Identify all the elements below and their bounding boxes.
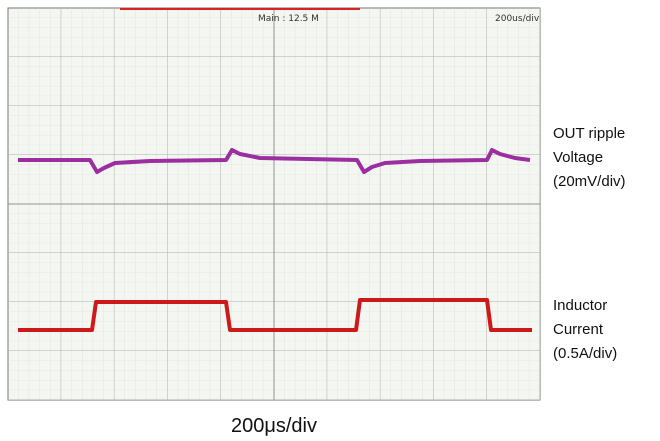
figure: Main : 12.5 M 200us/div OUT ripple Volta… [0,0,660,441]
side-labels: OUT ripple Voltage (20mV/div) Inductor C… [553,125,626,362]
label-line: Voltage [553,149,603,166]
label-line: Inductor [553,297,607,314]
label-line: Current [553,321,604,338]
label-line: (0.5A/div) [553,345,617,362]
label-line: (20mV/div) [553,173,626,190]
label-line: OUT ripple [553,125,625,142]
footer: 200μs/div [231,415,317,437]
scope-screen: Main : 12.5 M 200us/div [8,8,540,400]
scale: 200us/div [495,14,540,24]
header: Main : 12.5 M [258,14,319,24]
